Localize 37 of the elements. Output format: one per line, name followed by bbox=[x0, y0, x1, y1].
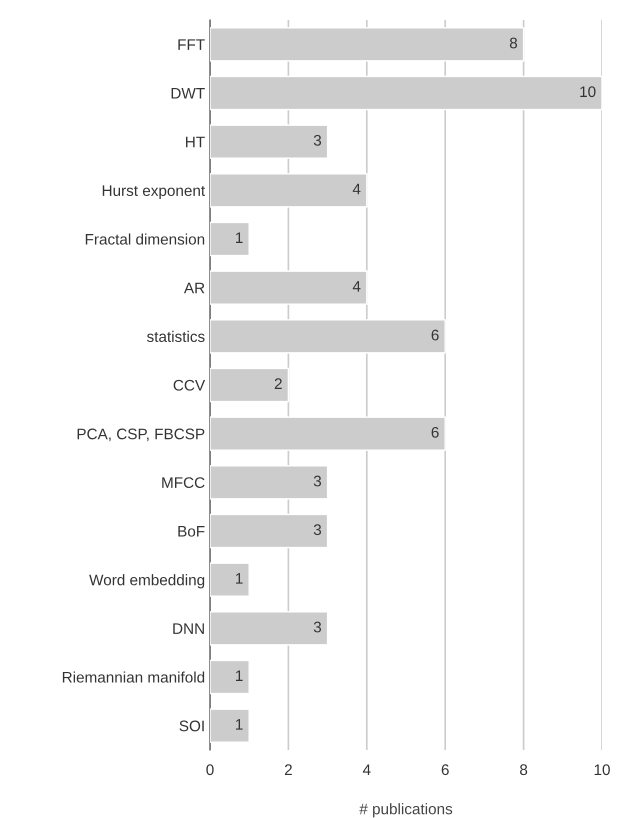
y-tick-label: Riemannian manifold bbox=[62, 671, 204, 683]
data-label: 3 bbox=[314, 134, 322, 146]
y-tick-label: AR bbox=[184, 282, 204, 294]
y-tick-label: Hurst exponent bbox=[102, 185, 206, 200]
y-tick-label: DWT bbox=[172, 88, 205, 99]
data-label: 4 bbox=[352, 184, 360, 194]
y-tick-label: FFT bbox=[178, 39, 205, 50]
data-label: 3 bbox=[314, 476, 322, 486]
y-tick-label: Word embedding bbox=[89, 574, 204, 588]
y-tick-label: SOI bbox=[180, 720, 204, 732]
x-tick-label: 8 bbox=[520, 764, 528, 776]
y-tick-label: statistics bbox=[146, 330, 205, 342]
x-tick-label: 2 bbox=[284, 764, 292, 775]
data-label: 2 bbox=[274, 378, 282, 389]
data-label: 1 bbox=[236, 719, 243, 730]
y-tick-label: BoF bbox=[178, 526, 205, 537]
data-label: 1 bbox=[236, 232, 243, 243]
x-axis-title: # publications bbox=[359, 803, 452, 818]
data-label: 4 bbox=[352, 281, 360, 292]
data-label: 3 bbox=[314, 524, 322, 536]
data-label: 1 bbox=[236, 670, 243, 681]
y-tick-label: PCA, CSP, FBCSP bbox=[78, 428, 204, 442]
x-tick-label: 10 bbox=[594, 764, 610, 776]
data-label: 10 bbox=[580, 86, 596, 98]
y-tick-label: Fractal dimension bbox=[86, 233, 204, 245]
y-tick-label: CCV bbox=[174, 380, 206, 391]
data-label: 1 bbox=[236, 573, 243, 584]
x-tick-label: 4 bbox=[362, 764, 371, 775]
data-label: 3 bbox=[314, 622, 322, 632]
data-label: 6 bbox=[432, 330, 439, 340]
data-label: 6 bbox=[432, 426, 439, 438]
y-tick-label: MFCC bbox=[162, 477, 205, 488]
x-tick-label: 0 bbox=[206, 764, 214, 776]
y-tick-label: DNN bbox=[173, 623, 204, 634]
x-tick-label: 6 bbox=[442, 764, 449, 776]
data-label: 8 bbox=[510, 38, 518, 48]
y-tick-label: HT bbox=[186, 136, 205, 148]
